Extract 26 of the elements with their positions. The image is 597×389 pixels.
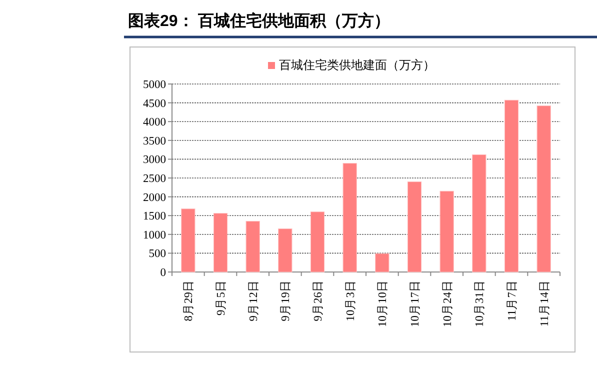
x-tick-label: 9月26日 — [312, 280, 324, 322]
y-tick-label: 3000 — [143, 154, 166, 166]
y-tick-label: 5000 — [143, 79, 166, 91]
plot: 0 500 1000 1500 2000 2500 3000 3500 4000 4500 5000 8月29日 9月5日 9月12日 9月19日 9月26日 10月3日 10月10日 10月17日 10月24日 10月31日 11月7日 11月14日 百城住宅类供地建面（万方） — [143, 58, 560, 327]
x-tick-label: 10月3日 — [344, 280, 357, 322]
y-tick-label: 0 — [160, 267, 166, 279]
x-tick-label: 9月12日 — [246, 280, 260, 322]
x-tick-label: 11月7日 — [506, 280, 518, 321]
legend-label: 百城住宅类供地建面（万方） — [279, 58, 435, 72]
y-tick-label: 3500 — [143, 135, 166, 148]
y-tick-label: 1000 — [143, 229, 166, 242]
x-tick-label: 10月10日 — [376, 280, 390, 327]
x-tick-label: 10月17日 — [408, 280, 422, 327]
x-tick-label: 10月24日 — [440, 280, 454, 327]
y-tick-label: 2000 — [143, 192, 166, 204]
y-tick-label: 4500 — [143, 98, 166, 110]
x-tick-label: 11月14日 — [538, 280, 551, 327]
y-tick-label: 2500 — [143, 173, 166, 185]
y-tick-label: 4000 — [143, 116, 166, 129]
chart-title: 图表29： 百城住宅供地面积（万方） — [128, 11, 390, 30]
x-tick-label: 10月31日 — [473, 280, 486, 327]
x-tick-label: 8月29日 — [182, 280, 196, 322]
y-tick-label: 1500 — [143, 210, 166, 223]
y-tick-label: 500 — [148, 248, 166, 260]
x-tick-label: 9月5日 — [214, 280, 228, 316]
x-tick-label: 9月19日 — [279, 280, 292, 322]
